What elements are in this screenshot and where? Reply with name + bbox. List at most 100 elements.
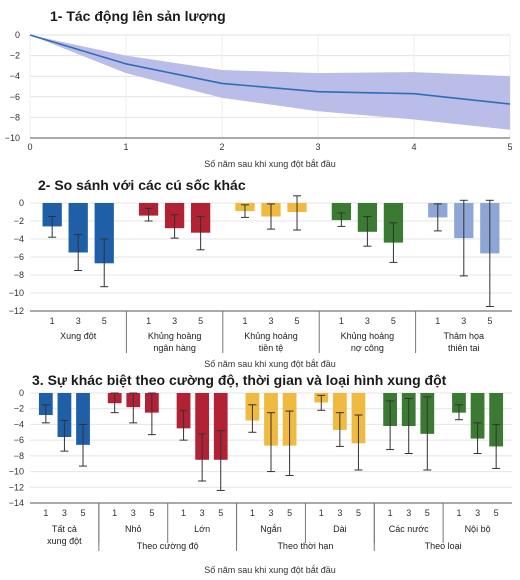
output-line: [29, 34, 511, 105]
x-tick-label: 1: [123, 142, 128, 152]
group-label: xung đột: [47, 536, 82, 546]
group-label: Các nước: [389, 524, 429, 534]
bar-year-label: 1: [242, 316, 247, 326]
bar-year-label: 3: [76, 316, 81, 326]
bar-year-label: 3: [475, 508, 480, 518]
bar-year-label: 3: [461, 316, 466, 326]
group-label: Dài: [333, 524, 347, 534]
bar-year-label: 5: [391, 316, 396, 326]
y-tick-label: 0: [15, 30, 20, 40]
bar: [332, 393, 347, 430]
group-label: ngân hàng: [153, 343, 196, 353]
y-tick-label: 0: [19, 198, 24, 208]
bar-year-label: 1: [112, 508, 117, 518]
y-tick-label: −6: [14, 435, 24, 445]
category-l2-label: Theo thời hạn: [277, 541, 333, 551]
panel-2-title: 2- So sánh với các cú sốc khác: [38, 177, 246, 193]
panel-2-y-ticks: 0 −2 −4 −6 −8 −10 −12: [9, 198, 24, 316]
panel-3-bars: [38, 392, 504, 543]
bar-year-label: 5: [295, 316, 300, 326]
panel-3-title: 3. Sự khác biệt theo cường độ, thời gian…: [32, 372, 447, 388]
group-label: Nhỏ: [125, 524, 142, 534]
panel-2-category-labels: 1 3 5 Xung đột 1 3 5 Khủng hoảng ngân hàng 1 3 5 Khủ…: [50, 316, 493, 353]
y-tick-label: −4: [14, 234, 24, 244]
group-label: tiền tệ: [259, 343, 284, 353]
confidence-band: [30, 35, 510, 130]
bar-year-label: 5: [198, 316, 203, 326]
y-tick-label: −10: [9, 288, 24, 298]
group-label: Khủng hoảng: [244, 331, 298, 341]
bar: [38, 393, 53, 415]
category-l2-label: Theo cường độ: [137, 541, 199, 551]
group-label: Ngắn: [260, 524, 282, 534]
x-tick-label: 3: [315, 142, 320, 152]
y-tick-label: −8: [14, 451, 24, 461]
bar: [195, 393, 210, 460]
bar-year-label: 3: [337, 508, 342, 518]
y-tick-label: −2: [14, 216, 24, 226]
bar: [68, 203, 88, 253]
y-tick-label: 0: [19, 388, 24, 398]
bar: [42, 203, 62, 227]
bar: [489, 393, 504, 447]
group-label: Thảm họa: [444, 331, 485, 341]
group-label: Lớn: [194, 524, 210, 534]
y-tick-label: −2: [10, 51, 20, 61]
bar-year-label: 1: [43, 508, 48, 518]
panel-3-y-ticks: 0 −2 −4 −6 −8 −10 −12 −14: [9, 388, 24, 508]
panel-1-title: 1- Tác động lên sản lượng: [50, 8, 226, 24]
bar-year-label: 3: [200, 508, 205, 518]
bar-year-label: 5: [287, 508, 292, 518]
group-label: Xung đột: [60, 331, 97, 341]
bar-year-label: 5: [102, 316, 107, 326]
bar-year-label: 1: [50, 316, 55, 326]
y-tick-label: −8: [10, 112, 20, 122]
bar-year-label: 5: [487, 316, 492, 326]
bar: [331, 203, 352, 221]
panel-2-bars: [42, 195, 500, 353]
y-tick-label: −6: [14, 252, 24, 262]
bar-year-label: 5: [81, 508, 86, 518]
panel-2-x-label: Số năm sau khi xung đột bắt đầu: [204, 359, 336, 369]
panel-3-x-label: Số năm sau khi xung đột bắt đầu: [204, 565, 336, 575]
bar-year-label: 1: [250, 508, 255, 518]
bar-year-label: 3: [268, 508, 273, 518]
bar-year-label: 1: [319, 508, 324, 518]
y-tick-label: −12: [9, 306, 24, 316]
panel-1-x-label: Số năm sau khi xung đột bắt đầu: [204, 159, 336, 169]
bar-year-label: 3: [406, 508, 411, 518]
bar-year-label: 5: [494, 508, 499, 518]
y-tick-label: −8: [14, 270, 24, 280]
y-tick-label: −6: [10, 92, 20, 102]
bar-year-label: 1: [146, 316, 151, 326]
bar-year-label: 1: [456, 508, 461, 518]
bar-year-label: 1: [435, 316, 440, 326]
bar-year-label: 1: [181, 508, 186, 518]
x-tick-label: 4: [411, 142, 416, 152]
bar-year-label: 5: [149, 508, 154, 518]
y-tick-label: −4: [10, 71, 20, 81]
bar-year-label: 1: [339, 316, 344, 326]
y-tick-label: −12: [9, 482, 24, 492]
bar: [94, 203, 114, 264]
bar: [57, 393, 72, 437]
bar-year-label: 5: [425, 508, 430, 518]
bar: [213, 393, 228, 460]
bar-year-label: 3: [131, 508, 136, 518]
group-label: Khủng hoảng: [341, 331, 395, 341]
group-label: thiên tai: [448, 343, 480, 353]
bar-year-label: 3: [172, 316, 177, 326]
y-tick-label: −10: [9, 467, 24, 477]
x-tick-label: 0: [27, 142, 32, 152]
group-label: Tất cả: [52, 524, 77, 534]
group-label: Nội bộ: [465, 524, 491, 534]
panel-2: 2- So sánh với các cú sốc khác 0 −2 −4 −6 −8…: [9, 177, 512, 369]
bar-year-label: 5: [356, 508, 361, 518]
bar-year-label: 3: [62, 508, 67, 518]
x-tick-label: 2: [219, 142, 224, 152]
x-tick-label: 5: [507, 142, 512, 152]
bar-year-label: 5: [218, 508, 223, 518]
y-tick-label: −14: [9, 498, 24, 508]
